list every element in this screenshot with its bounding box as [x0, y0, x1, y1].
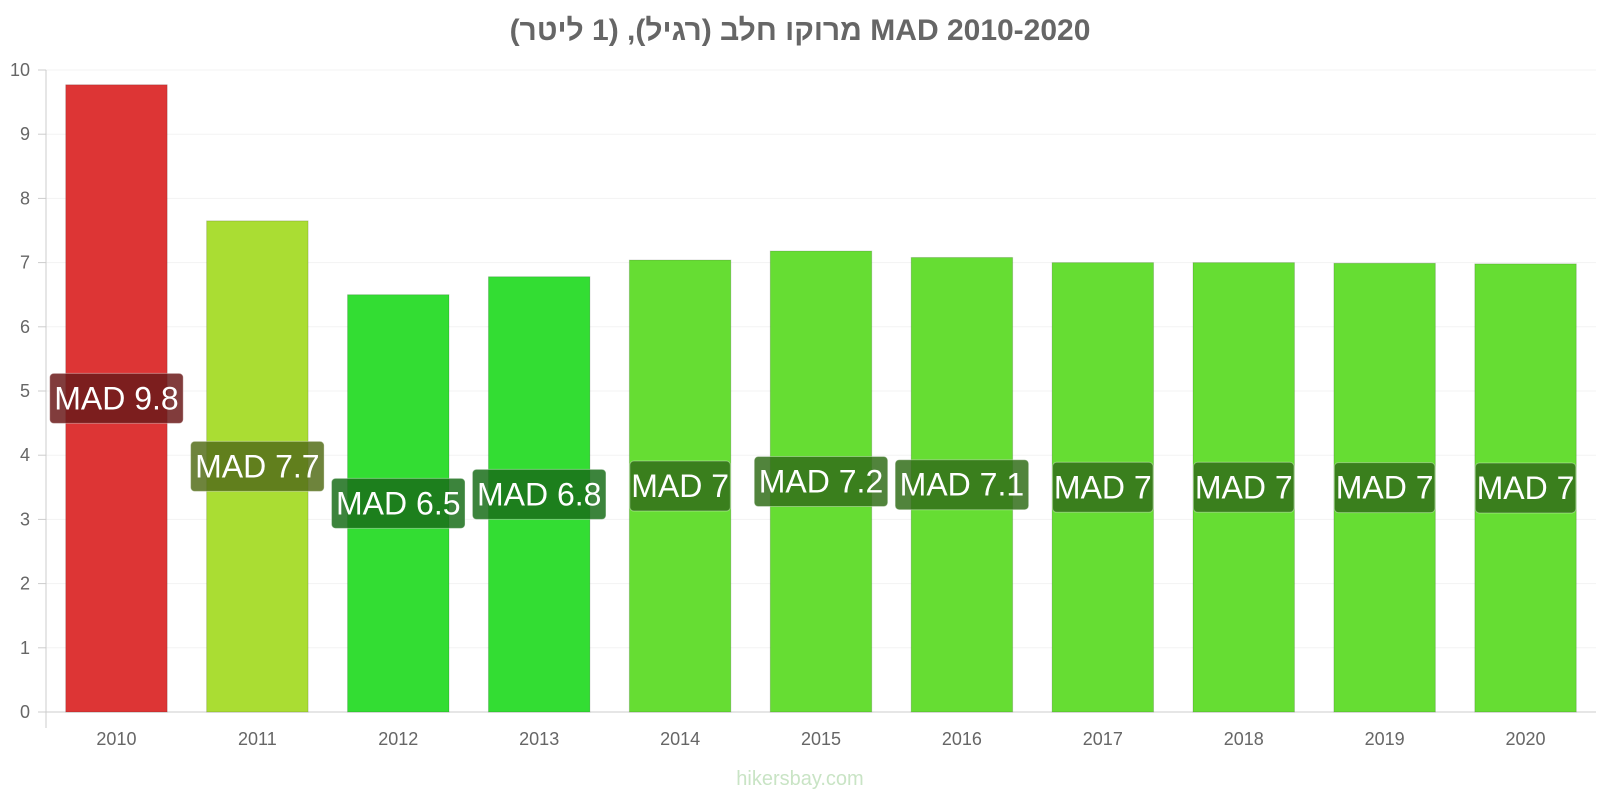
data-label-box [471, 468, 607, 520]
x-tick-label: 2014 [660, 729, 700, 749]
data-label-box [629, 460, 731, 512]
data-label: MAD 7 [1054, 469, 1152, 505]
y-tick-label: 0 [20, 702, 30, 722]
data-label: MAD 9.8 [54, 380, 178, 416]
data-label: MAD 7 [631, 468, 729, 504]
data-label: MAD 7.1 [900, 467, 1024, 503]
x-tick-label: 2017 [1083, 729, 1123, 749]
x-tick-label: 2018 [1224, 729, 1264, 749]
x-tick-label: 2010 [96, 729, 136, 749]
y-tick-label: 8 [20, 188, 30, 208]
data-label: MAD 7.7 [195, 448, 319, 484]
x-tick-label: 2016 [942, 729, 982, 749]
data-label-box [753, 456, 889, 508]
data-label: MAD 6.5 [336, 485, 460, 521]
y-tick-label: 4 [20, 445, 30, 465]
data-label: MAD 7 [1195, 469, 1293, 505]
data-label-box [1474, 462, 1577, 514]
y-tick-label: 2 [20, 574, 30, 594]
y-tick-label: 10 [10, 60, 30, 80]
y-tick-label: 9 [20, 124, 30, 144]
data-label-box [49, 372, 184, 424]
data-label: MAD 6.8 [477, 476, 601, 512]
data-label: MAD 7 [1477, 470, 1575, 506]
y-tick-label: 6 [20, 317, 30, 337]
data-label-box [1192, 461, 1295, 513]
x-tick-label: 2020 [1506, 729, 1546, 749]
y-tick-label: 7 [20, 253, 30, 273]
x-tick-label: 2013 [519, 729, 559, 749]
x-tick-label: 2015 [801, 729, 841, 749]
y-tick-label: 3 [20, 509, 30, 529]
data-label-box [1333, 462, 1436, 514]
data-label: MAD 7 [1336, 470, 1434, 506]
data-label-box [190, 440, 325, 492]
data-label-box [894, 459, 1030, 511]
data-label: MAD 7.2 [759, 464, 883, 500]
data-label-box [1052, 461, 1154, 513]
x-tick-label: 2011 [238, 729, 277, 749]
x-tick-label: 2019 [1365, 729, 1405, 749]
watermark: hikersbay.com [736, 768, 864, 790]
y-tick-label: 5 [20, 381, 30, 401]
x-tick-label: 2012 [378, 729, 418, 749]
chart-title: מרוקו חלב (רגיל), (1 ליטר) MAD 2010-2020 [509, 14, 1091, 47]
y-tick-label: 1 [20, 638, 30, 658]
data-label-box [331, 477, 466, 529]
